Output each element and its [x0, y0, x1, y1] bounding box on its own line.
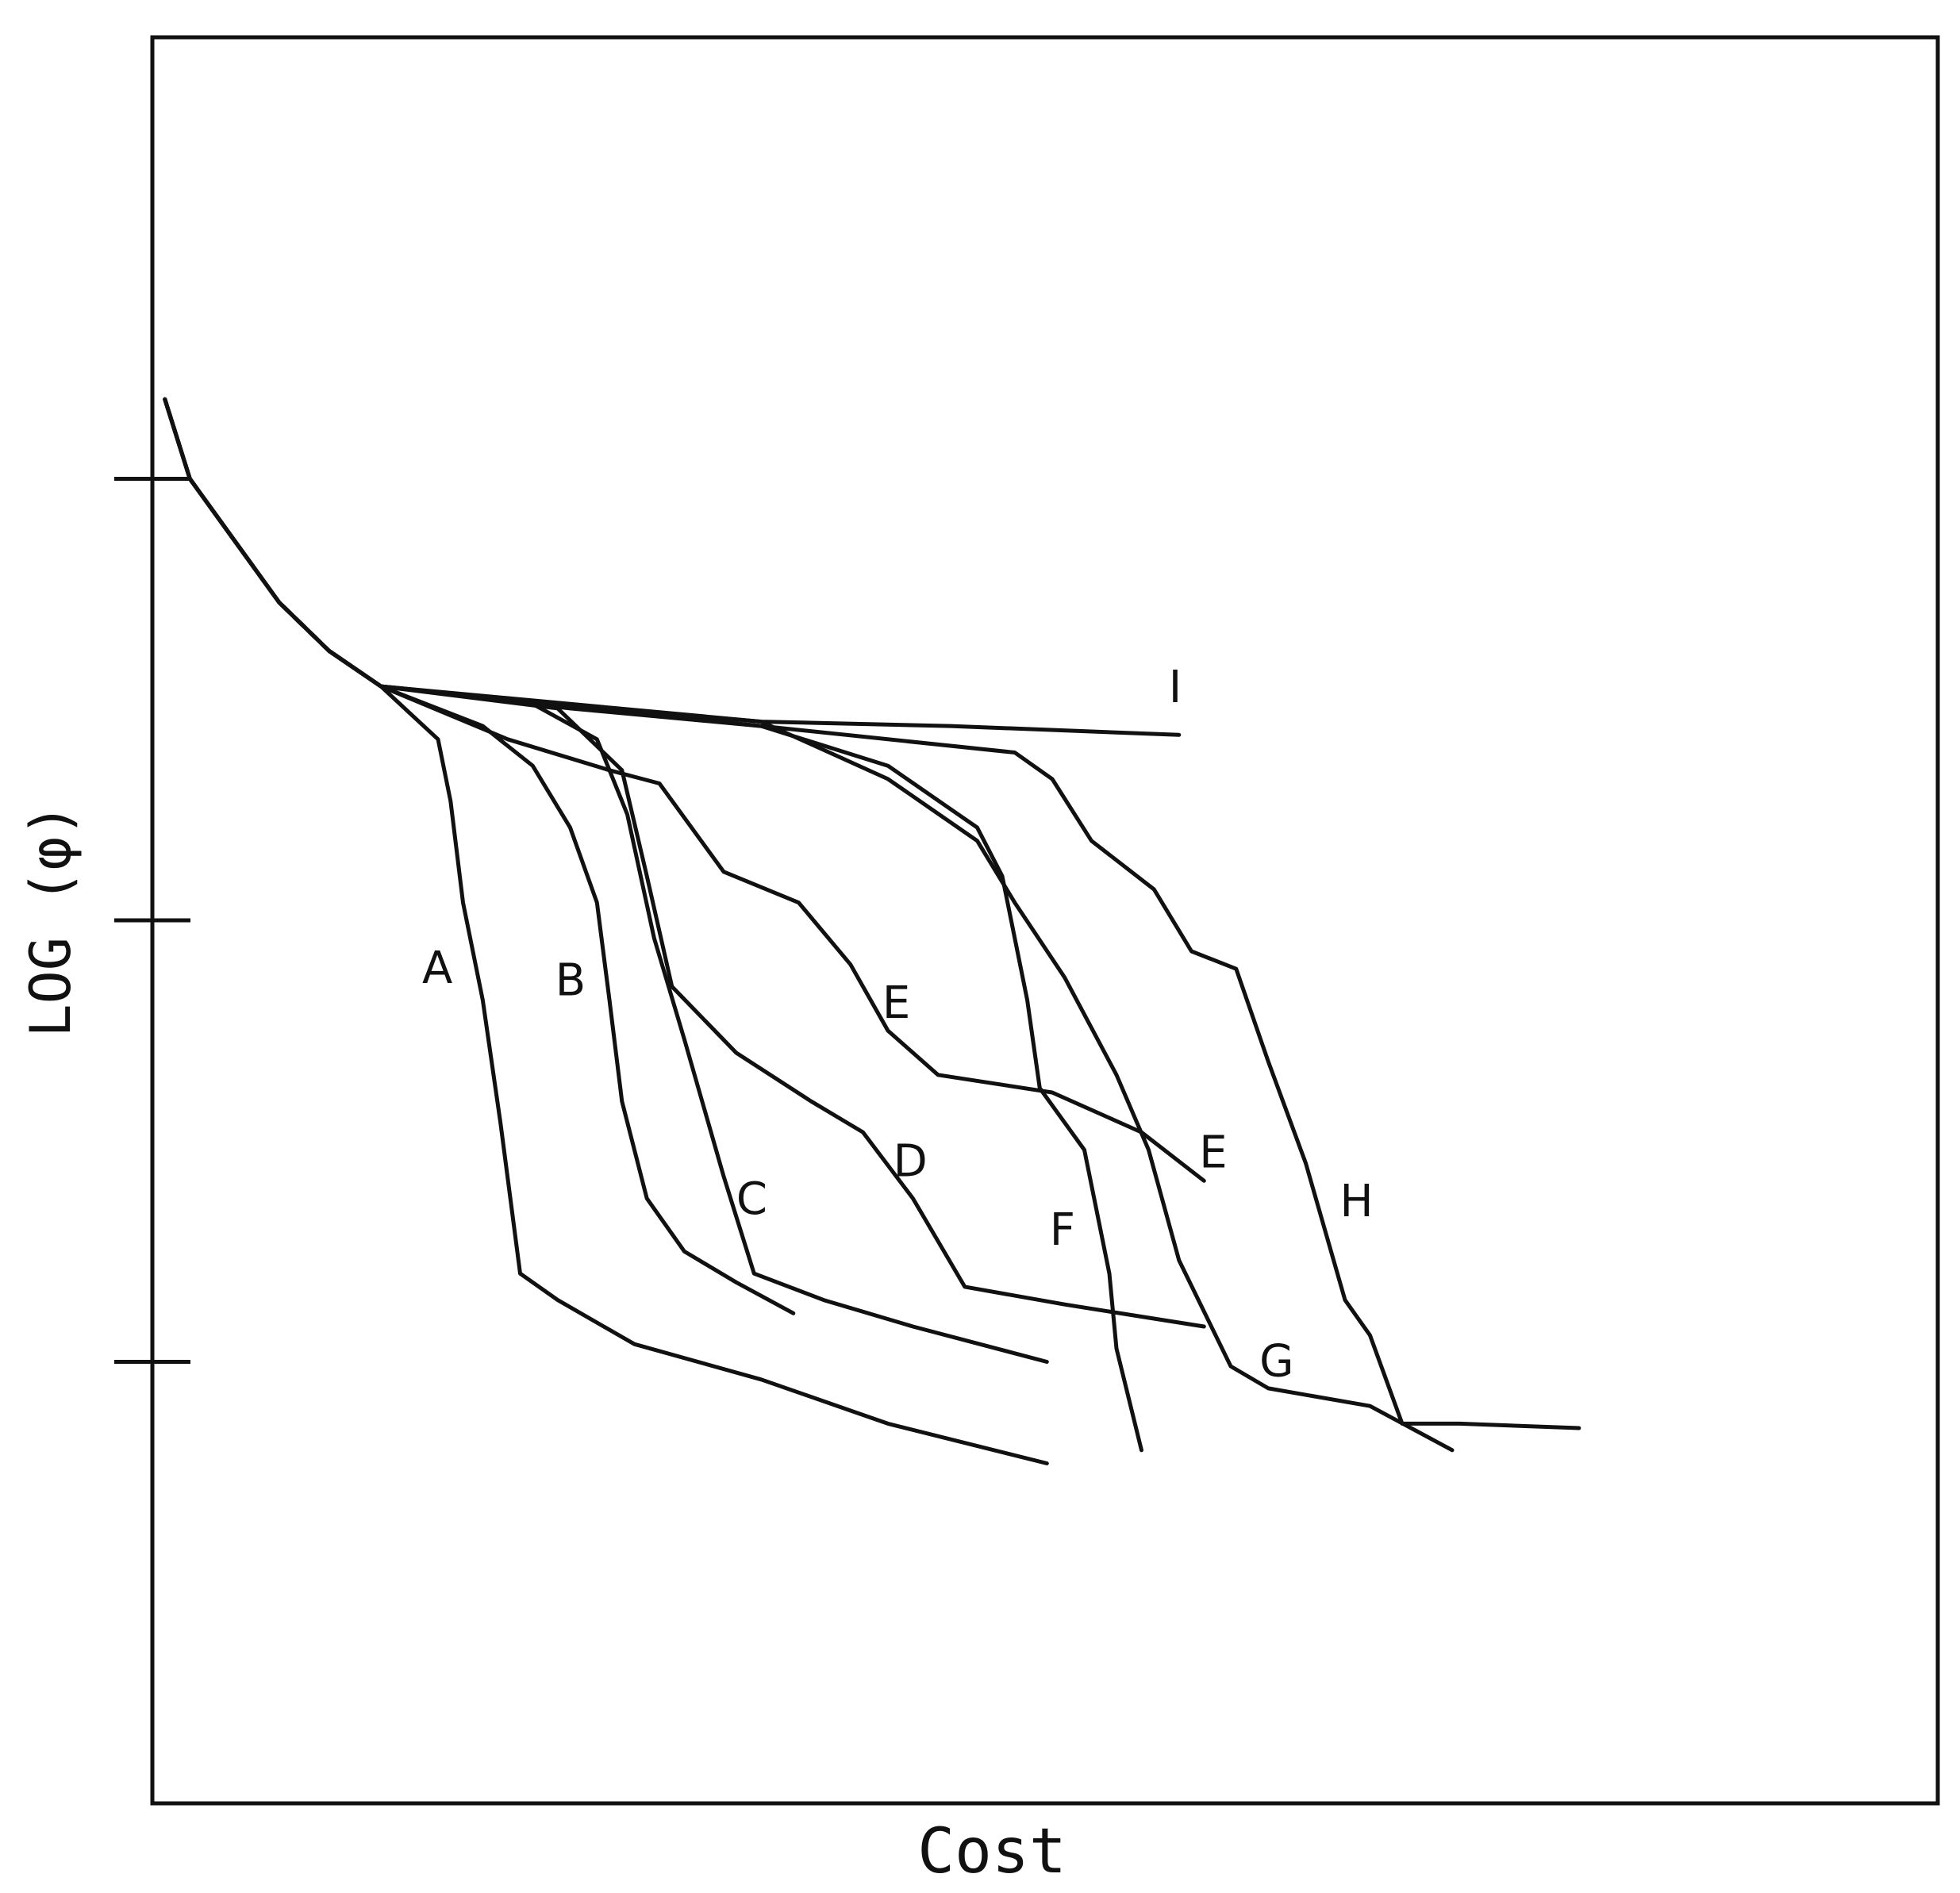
curve-label: G — [1259, 1335, 1293, 1387]
curve-label: A — [422, 943, 452, 994]
y-axis-label: LOG (φ) — [18, 803, 83, 1037]
x-axis-label: Cost — [917, 1816, 1066, 1887]
curve-label: D — [894, 1136, 928, 1188]
curve-label: C — [736, 1173, 767, 1225]
curve-label: I — [1169, 662, 1182, 713]
curve-label: E — [882, 977, 910, 1029]
curve-label: H — [1339, 1176, 1373, 1227]
curve-label: E — [1199, 1127, 1227, 1179]
curve-label: B — [555, 955, 586, 1007]
curve-label: F — [1050, 1204, 1075, 1256]
curve — [163, 397, 1182, 737]
